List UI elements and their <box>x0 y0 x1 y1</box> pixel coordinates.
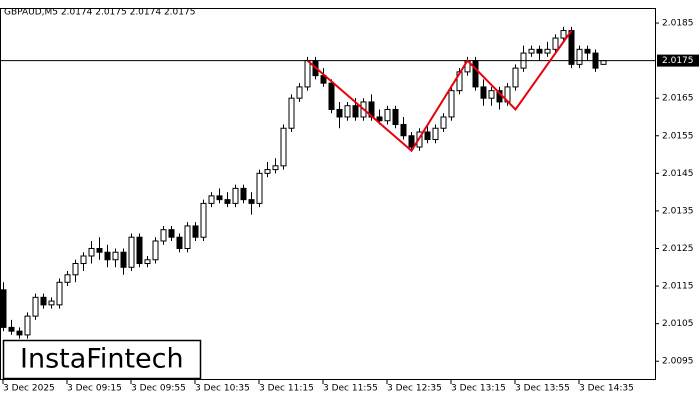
candle-body <box>352 105 359 118</box>
x-tick-label: 3 Dec 13:15 <box>451 384 506 394</box>
candle-body <box>560 30 567 39</box>
x-tick-label: 3 Dec 11:15 <box>259 384 314 394</box>
candle-body <box>160 229 167 242</box>
candle-body <box>392 108 399 125</box>
x-tick-label: 3 Dec 12:35 <box>387 384 442 394</box>
y-tick-label: 2.0185 <box>662 19 694 29</box>
candle-body <box>480 86 487 99</box>
candle-body <box>512 67 519 88</box>
candle-body <box>16 330 23 336</box>
candle-body <box>584 48 591 54</box>
y-tick-label: 2.0165 <box>662 94 694 104</box>
candle-body <box>408 135 415 148</box>
chart-title: GBPAUD,M5 2.0174 2.0175 2.0174 2.0175 <box>4 8 195 18</box>
candle-body <box>112 251 119 261</box>
candle-body <box>336 108 343 118</box>
candle-body <box>56 281 63 306</box>
pattern-line <box>306 29 573 153</box>
candle-body <box>96 247 103 253</box>
candle-body <box>528 48 535 54</box>
x-tick-label: 3 Dec 14:35 <box>579 384 634 394</box>
candle-body <box>64 274 71 283</box>
y-tick-label: 2.0105 <box>662 319 694 329</box>
candle-body <box>248 199 255 204</box>
candle-body <box>400 123 407 137</box>
candle-body <box>8 326 15 332</box>
candle-body <box>536 48 543 54</box>
candle-body <box>216 195 223 201</box>
candle-body <box>208 195 215 204</box>
candle-body <box>80 255 87 265</box>
candle-body <box>576 48 583 65</box>
y-tick-label: 2.0125 <box>662 244 694 254</box>
candle-body <box>304 60 311 88</box>
candle-body <box>136 236 143 265</box>
candle-body <box>272 165 279 171</box>
x-tick-label: 3 Dec 11:55 <box>323 384 378 394</box>
x-tick-label: 3 Dec 2025 <box>3 384 55 394</box>
candle-body <box>256 172 263 204</box>
candle-body <box>72 263 79 276</box>
candle-body <box>24 315 31 336</box>
y-tick-label: 2.0095 <box>662 357 694 367</box>
x-tick-label: 3 Dec 13:55 <box>515 384 570 394</box>
candle-body <box>48 300 55 306</box>
x-tick-label: 3 Dec 09:55 <box>131 384 186 394</box>
plot-frame <box>0 8 656 380</box>
candle-body <box>288 97 295 129</box>
candle-body <box>600 60 607 65</box>
y-tick-label: 2.0135 <box>662 206 694 216</box>
price-label: 2.0175 <box>662 56 694 66</box>
candle-body <box>0 289 7 328</box>
candle-body <box>440 116 447 129</box>
candle-body <box>328 82 335 110</box>
candle-body <box>152 240 159 261</box>
candle-body <box>472 60 479 88</box>
candle-body <box>32 296 39 317</box>
candle-body <box>384 108 391 122</box>
candle-body <box>432 127 439 141</box>
candle-body <box>424 131 431 141</box>
candle-body <box>128 236 135 268</box>
candle-body <box>120 251 127 268</box>
candle-body <box>192 225 199 238</box>
candle-body <box>200 202 207 238</box>
candle-body <box>144 259 151 265</box>
candle-body <box>168 229 175 238</box>
candle-body <box>280 127 287 167</box>
y-tick-label: 2.0115 <box>662 282 694 292</box>
x-tick-label: 3 Dec 09:15 <box>67 384 122 394</box>
logo: InstaFintech <box>20 344 184 375</box>
y-tick-label: 2.0155 <box>662 131 694 141</box>
candle-body <box>184 225 191 249</box>
candle-body <box>488 90 495 99</box>
candle-body <box>176 236 183 249</box>
candle-body <box>88 247 95 257</box>
candle-body <box>448 90 455 118</box>
candle-body <box>552 37 559 50</box>
x-tick-label: 3 Dec 10:35 <box>195 384 250 394</box>
candle-body <box>264 169 271 174</box>
price-label-box <box>657 54 699 67</box>
candle-body <box>344 105 351 118</box>
candle-body <box>232 187 239 204</box>
candle-body <box>376 116 383 122</box>
candle-body <box>104 251 111 261</box>
candle-body <box>544 48 551 54</box>
candle-body <box>224 199 231 204</box>
candle-body <box>40 296 47 306</box>
candle-body <box>568 30 575 65</box>
candle-body <box>296 86 303 99</box>
candle-body <box>240 187 247 201</box>
y-tick-label: 2.0145 <box>662 169 694 179</box>
logo-box <box>2 339 202 380</box>
